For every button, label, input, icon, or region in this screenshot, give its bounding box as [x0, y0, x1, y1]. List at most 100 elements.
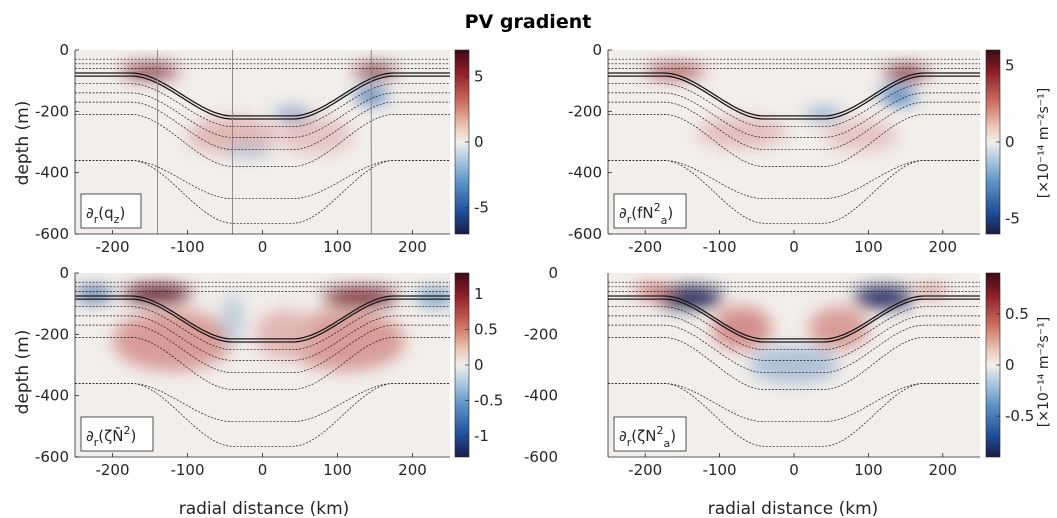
- label-partial: ∂: [619, 427, 627, 445]
- heatmap-blob: [697, 117, 787, 149]
- contour: [75, 83, 450, 128]
- label-sub-r: r: [94, 436, 99, 449]
- label-partial: ∂: [86, 427, 94, 445]
- heatmap-blob: [285, 309, 405, 372]
- bold-contour: [75, 298, 450, 343]
- colorbar-tick-label: 5: [474, 67, 484, 85]
- contour: [75, 306, 450, 351]
- panel-label-box: [80, 416, 154, 452]
- heatmap-blob: [255, 309, 315, 359]
- contour-lines: [75, 58, 450, 224]
- contour: [608, 92, 980, 138]
- contour: [608, 315, 980, 361]
- contour-lines: [75, 281, 450, 447]
- label-close: ): [119, 204, 125, 222]
- bold-contour: [608, 298, 980, 343]
- heatmap-blob: [273, 108, 312, 120]
- y-tick-label: -400: [35, 164, 69, 182]
- bold-contour: [75, 75, 450, 120]
- label-sub-r: r: [627, 436, 632, 449]
- label-sub-r: r: [627, 213, 632, 226]
- colorbar-tick-label: 0: [1005, 356, 1015, 374]
- panel-label-box: [613, 416, 687, 452]
- heatmap-field: [608, 281, 980, 447]
- x-tick-label: 0: [258, 238, 268, 256]
- x-tick-label: 0: [258, 461, 268, 479]
- y-tick-label: -600: [35, 448, 69, 466]
- x-tick-label: -100: [703, 238, 737, 256]
- bold-contour: [608, 72, 980, 117]
- contour-lines: [608, 281, 980, 447]
- y-axis-label-bottom: depth (m): [13, 330, 33, 415]
- bold-contour: [75, 72, 450, 117]
- y-tick-label: 0: [59, 264, 69, 282]
- contour: [608, 114, 980, 167]
- panel-label-text: ∂r(qz): [86, 204, 125, 226]
- label-sub: a: [661, 214, 668, 227]
- x-tick-label: 200: [928, 238, 957, 256]
- heatmap-blob: [225, 145, 270, 158]
- x-tick-label: -100: [170, 238, 204, 256]
- heatmap-blob: [808, 306, 869, 350]
- label-open: (fN: [631, 204, 653, 222]
- x-tick-label: 100: [323, 461, 352, 479]
- heatmap-blobs: [645, 65, 928, 152]
- panel-label: ∂r(fN2a): [613, 193, 687, 229]
- colorbar-tick-label: -5: [1005, 210, 1020, 228]
- colorbar-tick-label: 1: [474, 285, 484, 303]
- heatmap-blob: [805, 108, 843, 120]
- label-open: (ζN: [631, 427, 656, 445]
- heatmap-blob: [879, 88, 917, 104]
- contour: [608, 306, 980, 351]
- contour: [608, 383, 980, 447]
- y-tick-label: -600: [35, 225, 69, 243]
- y-tick-label: -200: [35, 325, 69, 343]
- y-tick-label: 0: [592, 41, 602, 59]
- contour: [608, 83, 980, 128]
- panel-bottom-right: -200 -100 0 100 200 0 -200 -400 -600 ∂r(ζN2a) 0.5 0…: [524, 264, 1052, 479]
- y-tick-label: -600: [524, 448, 558, 466]
- x-tick-label: -200: [95, 461, 129, 479]
- label-sup: 2: [657, 424, 664, 437]
- contour: [75, 92, 450, 138]
- colorbar-tick-label: 0.5: [474, 321, 498, 339]
- y-tick-label: 0: [548, 264, 558, 282]
- colorbar-tick-label: -0.5: [1005, 407, 1034, 425]
- label-sup: 2: [124, 424, 131, 437]
- x-tick-label: -100: [170, 461, 204, 479]
- label-sup: 2: [654, 201, 661, 214]
- contour: [608, 160, 980, 224]
- heatmap-blob: [656, 286, 724, 309]
- panel-top-left: -200 -100 0 100 200 0 -200 -400 -600 ∂r(qz) 5 0 -5: [35, 41, 489, 256]
- label-partial: ∂: [86, 204, 94, 222]
- y-tick-label: -400: [35, 387, 69, 405]
- y-axis-label-top: depth (m): [13, 101, 33, 186]
- x-tick-label: 100: [323, 238, 352, 256]
- x-tick-label: 100: [854, 238, 883, 256]
- colorbar-tick-label: -0.5: [474, 391, 503, 409]
- x-tick-label: 0: [789, 238, 799, 256]
- heatmap-field: [75, 281, 450, 447]
- y-tick-label: 0: [59, 41, 69, 59]
- bold-contour: [608, 75, 980, 120]
- label-partial: ∂: [619, 204, 627, 222]
- colorbar-tick-label: 0.5: [1005, 305, 1029, 323]
- label-sub: z: [114, 213, 120, 226]
- heatmap-blob: [749, 346, 839, 384]
- contour: [75, 315, 450, 361]
- panel-label-text: ∂r(fN2a): [619, 201, 673, 227]
- panel-label: ∂r(ζN̄2): [80, 416, 154, 452]
- colorbar-unit-label: [×10⁻¹⁴ m⁻²s⁻¹]: [1036, 88, 1052, 198]
- x-tick-label: 0: [789, 461, 799, 479]
- contour: [608, 337, 980, 390]
- x-tick-label: 200: [398, 238, 427, 256]
- x-tick-label: -200: [95, 238, 129, 256]
- x-tick-label: -200: [628, 238, 662, 256]
- heatmap-blob: [112, 309, 233, 372]
- x-tick-label: 200: [398, 461, 427, 479]
- label-close: ): [670, 427, 676, 445]
- panel-label-box: [613, 193, 687, 229]
- y-tick-label: -400: [524, 387, 558, 405]
- label-open: (ζN̄: [98, 426, 123, 445]
